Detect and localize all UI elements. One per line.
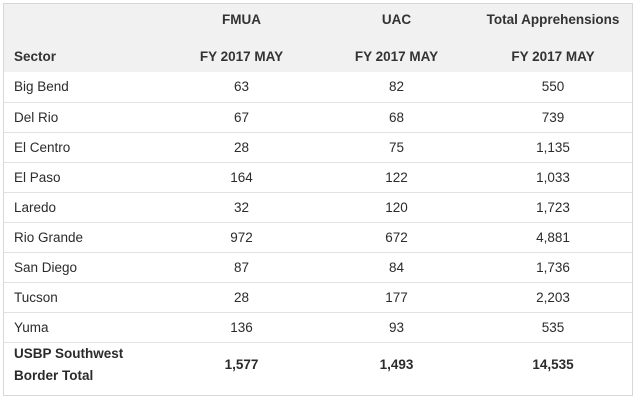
total-uac: 1,493 [319,341,474,388]
table-row: Del Rio 67 68 739 [4,101,632,132]
total-row: USBP Southwest Border Total 1,577 1,493 … [4,341,632,388]
cell-sector: El Centro [4,131,164,162]
group-header-row: FMUA UAC Total Apprehensions [4,4,632,40]
cell-total: 1,135 [474,131,632,162]
table-row: Laredo 32 120 1,723 [4,191,632,222]
group-header-fmua: FMUA [164,4,319,40]
cell-uac: 68 [319,101,474,132]
cell-total: 739 [474,101,632,132]
cell-total: 1,723 [474,191,632,222]
total-apprehensions: 14,535 [474,341,632,388]
cell-fmua: 136 [164,311,319,342]
cell-total: 1,033 [474,161,632,192]
cell-uac: 177 [319,281,474,312]
cell-total: 1,736 [474,251,632,282]
total-row-label: USBP Southwest Border Total [4,341,164,388]
cell-fmua: 63 [233,79,250,95]
group-header-uac: UAC [319,4,474,40]
table-row: El Centro 28 75 1,135 [4,131,632,162]
cell-total: 2,203 [474,281,632,312]
cell-uac: 120 [319,191,474,222]
column-header-total-period: FY 2017 MAY [474,40,632,72]
cell-uac: 122 [319,161,474,192]
cell-fmua: 972 [164,221,319,252]
cell-sector: Del Rio [4,101,164,132]
cell-total: 4,881 [474,221,632,252]
cell-fmua: 87 [164,251,319,282]
cell-uac: 93 [319,311,474,342]
cell-uac: 672 [319,221,474,252]
apprehensions-table: FMUA UAC Total Apprehensions Sector FY 2… [4,4,632,388]
table-row: Rio Grande 972 672 4,881 [4,221,632,252]
cell-total: 550 [541,79,565,95]
data-table-frame: FMUA UAC Total Apprehensions Sector FY 2… [3,3,633,396]
sub-header-row: Sector FY 2017 MAY FY 2017 MAY FY 2017 M… [4,40,632,72]
table-row: San Diego 87 84 1,736 [4,251,632,282]
cell-sector: El Paso [4,161,164,192]
cell-uac: 75 [319,131,474,162]
cell-sector: Laredo [4,191,164,222]
column-header-uac-period: FY 2017 MAY [319,40,474,72]
cell-sector: San Diego [4,251,164,282]
cell-fmua: 164 [164,161,319,192]
group-header-total: Total Apprehensions [474,4,632,40]
total-label-line1: USBP Southwest [14,346,124,362]
cell-total: 535 [474,311,632,342]
table-row: Tucson 28 177 2,203 [4,281,632,312]
cell-fmua: 28 [164,281,319,312]
table-row: Big Bend 63 82 550 [4,72,632,102]
cell-sector: Rio Grande [4,221,164,252]
cell-uac: 82 [388,79,405,95]
cell-fmua: 32 [164,191,319,222]
cell-sector: Big Bend [14,79,69,95]
column-header-fmua-period: FY 2017 MAY [164,40,319,72]
table-header: FMUA UAC Total Apprehensions Sector FY 2… [4,4,632,72]
total-label-line2: Border Total [14,368,94,384]
cell-fmua: 28 [164,131,319,162]
table-row: El Paso 164 122 1,033 [4,161,632,192]
table-row: Yuma 136 93 535 [4,311,632,342]
total-fmua: 1,577 [164,341,319,388]
group-header-empty [4,4,164,40]
column-header-sector: Sector [4,40,164,72]
table-body: Big Bend 63 82 550 Del Rio 67 68 739 El Centro 28… [4,72,632,388]
cell-fmua: 67 [164,101,319,132]
cell-sector: Yuma [4,311,164,342]
cell-uac: 84 [319,251,474,282]
cell-sector: Tucson [4,281,164,312]
